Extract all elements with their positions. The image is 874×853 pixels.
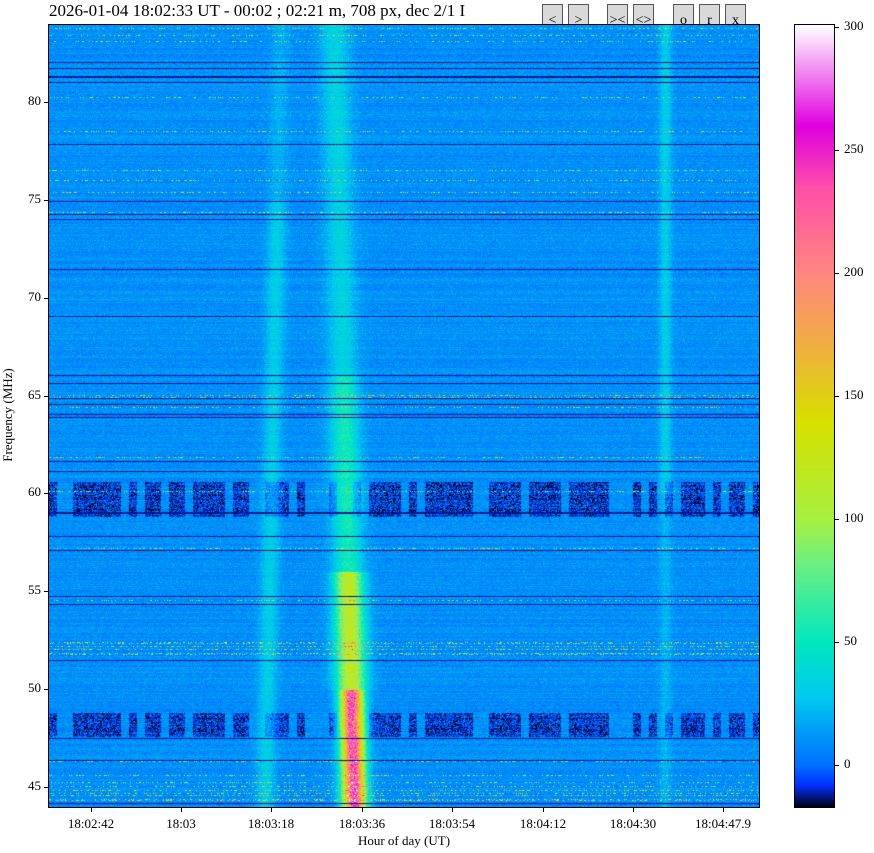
x-tick-label: 18:02:42 bbox=[67, 816, 115, 831]
plot-title: 2026-01-04 18:02:33 UT - 00:02 ; 02:21 m… bbox=[49, 1, 466, 20]
x-tick-label: 18:03:36 bbox=[338, 816, 386, 831]
spectrogram-heatmap bbox=[49, 25, 759, 807]
y-tick-mark bbox=[44, 689, 48, 691]
y-tick-mark bbox=[44, 493, 48, 495]
x-tick-mark bbox=[181, 808, 182, 812]
colorbar-tick-mark bbox=[835, 27, 839, 29]
y-tick-mark bbox=[44, 199, 48, 201]
y-tick-mark bbox=[44, 395, 48, 397]
x-tick-label: 18:03 bbox=[166, 816, 196, 831]
x-tick-label: 18:03:54 bbox=[428, 816, 476, 831]
x-tick-label: 18:03:18 bbox=[247, 816, 295, 831]
x-tick-mark bbox=[723, 808, 724, 812]
colorbar-tick-mark bbox=[835, 642, 839, 644]
y-tick-label: 45 bbox=[28, 778, 41, 794]
x-tick-mark bbox=[362, 808, 363, 812]
x-tick-mark bbox=[543, 808, 544, 812]
colorbar-tick-mark bbox=[835, 273, 839, 275]
y-tick-label: 75 bbox=[28, 190, 41, 206]
x-tick-label: 18:04:47.9 bbox=[695, 816, 751, 831]
colorbar-tick-label: 100 bbox=[844, 510, 864, 526]
colorbar-tick-label: 0 bbox=[844, 756, 851, 772]
colorbar-tick-mark bbox=[835, 150, 839, 152]
y-tick-mark bbox=[44, 787, 48, 789]
y-tick-label: 60 bbox=[28, 484, 41, 500]
x-tick-mark bbox=[633, 808, 634, 812]
y-tick-label: 50 bbox=[28, 680, 41, 696]
colorbar-gradient bbox=[795, 25, 834, 807]
colorbar-tick-label: 50 bbox=[844, 633, 857, 649]
y-tick-label: 65 bbox=[28, 386, 41, 402]
colorbar-tick-label: 200 bbox=[844, 264, 864, 280]
x-tick-mark bbox=[91, 808, 92, 812]
y-tick-mark bbox=[44, 591, 48, 593]
y-tick-mark bbox=[44, 297, 48, 299]
colorbar-tick-mark bbox=[835, 396, 839, 398]
spectrogram-plot[interactable] bbox=[48, 24, 760, 808]
y-axis-label: Frequency (MHz) bbox=[0, 368, 15, 462]
colorbar-tick-mark bbox=[835, 519, 839, 521]
colorbar-tick-label: 300 bbox=[844, 18, 864, 34]
y-tick-label: 70 bbox=[28, 288, 41, 304]
x-tick-label: 18:04:12 bbox=[519, 816, 567, 831]
y-tick-label: 55 bbox=[28, 582, 41, 598]
y-tick-mark bbox=[44, 101, 48, 103]
colorbar-tick-label: 150 bbox=[844, 387, 864, 403]
colorbar-tick-mark bbox=[835, 765, 839, 767]
x-tick-mark bbox=[452, 808, 453, 812]
x-axis-label: Hour of day (UT) bbox=[357, 833, 451, 848]
colorbar bbox=[794, 24, 835, 808]
x-tick-mark bbox=[271, 808, 272, 812]
y-tick-label: 80 bbox=[28, 92, 41, 108]
colorbar-tick-label: 250 bbox=[844, 141, 864, 157]
x-tick-label: 18:04:30 bbox=[609, 816, 657, 831]
